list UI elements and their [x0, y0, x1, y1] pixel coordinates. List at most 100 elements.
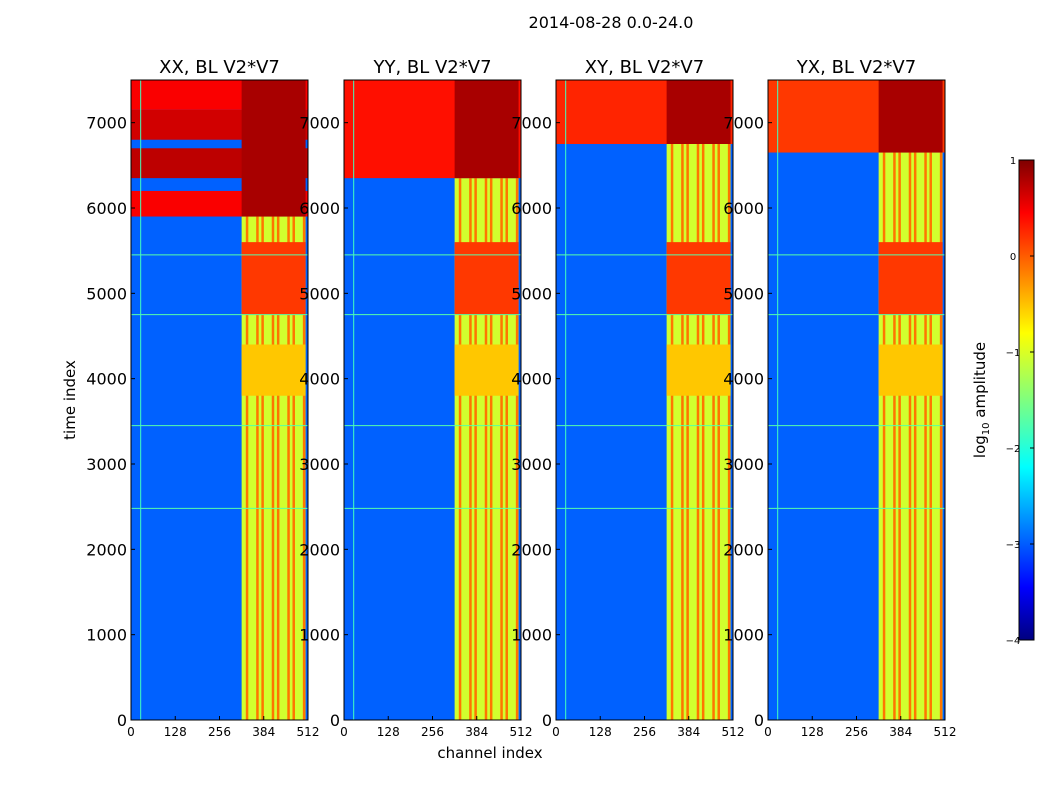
y-tick-label: 4000 — [723, 370, 764, 389]
heatmap-stripe — [515, 178, 519, 721]
panels: XX, BL V2*V7 0 128 256 384 512 0 1000 2000 3000 40… — [86, 57, 956, 739]
x-tick-label: 0 — [340, 725, 348, 739]
y-tick-label: 4000 — [511, 370, 552, 389]
y-tick-label: 2000 — [86, 540, 127, 559]
heatmap-warm-zone — [241, 344, 306, 396]
heatmap-stripe — [484, 178, 488, 721]
y-tick-label: 3000 — [86, 455, 127, 474]
heatmap-stripe — [500, 178, 503, 721]
heatmap-stripe — [458, 178, 462, 721]
heatmap-stripe — [287, 216, 290, 721]
panel-title: YY, BL V2*V7 — [372, 57, 491, 78]
colorbar-tick-label: −3 — [1006, 540, 1021, 551]
heatmap-stripe — [717, 144, 720, 720]
heatmap-stripe — [712, 144, 715, 720]
y-tick-label: 1000 — [299, 626, 340, 645]
colorbar-tick-label: 0 — [1010, 252, 1016, 263]
colorbar-label-base: log — [971, 435, 989, 458]
y-tick-label: 1000 — [511, 626, 552, 645]
heatmap-hot-zone — [241, 242, 306, 315]
y-tick-label: 7000 — [723, 114, 764, 133]
y-tick-label: 6000 — [511, 199, 552, 218]
x-tick-label: 512 — [934, 725, 957, 739]
heatmap-stripe — [893, 152, 896, 721]
heatmap-stripe — [469, 178, 472, 721]
panel-title: YX, BL V2*V7 — [796, 57, 916, 78]
heatmap-stripe — [245, 216, 249, 721]
x-tick-label: 384 — [252, 725, 275, 739]
panel-title: XX, BL V2*V7 — [159, 57, 280, 78]
y-tick-label: 3000 — [511, 455, 552, 474]
x-tick-label: 0 — [764, 725, 772, 739]
heatmap-stripe — [489, 178, 493, 721]
y-tick-label: 3000 — [723, 455, 764, 474]
y-tick-label: 5000 — [723, 284, 764, 303]
x-tick-label: 256 — [208, 725, 231, 739]
y-tick-label: 3000 — [299, 455, 340, 474]
colorbar-label-rest: amplitude — [971, 342, 989, 423]
heatmap-stripe — [882, 152, 886, 721]
y-tick-label: 7000 — [511, 114, 552, 133]
x-tick-label: 128 — [801, 725, 824, 739]
x-tick-label: 128 — [589, 725, 612, 739]
heatmap-warm-zone — [666, 344, 731, 396]
heatmap-stripe — [727, 144, 731, 720]
y-tick-label: 0 — [542, 711, 552, 730]
heatmap-stripe — [681, 144, 684, 720]
y-axis-label: time index — [61, 360, 79, 440]
colorbar-ticks: 1 0 −1 −2 −3 −4 — [1006, 156, 1034, 647]
y-tick-label: 2000 — [299, 540, 340, 559]
heatmap-hot-zone — [666, 242, 731, 315]
x-tick-label: 256 — [633, 725, 656, 739]
panel-1: XX, BL V2*V7 0 128 256 384 512 0 1000 2000 3000 40… — [86, 57, 319, 739]
colorbar-tick-label: −4 — [1006, 636, 1021, 647]
y-tick-label: 2000 — [511, 540, 552, 559]
heatmap-stripe — [261, 216, 264, 721]
panel-title: XY, BL V2*V7 — [585, 57, 704, 78]
heatmap-stripe — [302, 216, 306, 721]
y-tick-label: 4000 — [86, 370, 127, 389]
y-tick-label: 5000 — [299, 284, 340, 303]
x-tick-label: 0 — [127, 725, 135, 739]
colorbar-tick-label: 1 — [1010, 156, 1016, 167]
panel-2: YY, BL V2*V7 0 128 256 384 512 0 1000 2000 3000 40… — [299, 57, 532, 739]
y-tick-label: 1000 — [86, 626, 127, 645]
y-tick-label: 7000 — [86, 114, 127, 133]
heatmap-stripe — [670, 144, 674, 720]
heatmap-stripe — [908, 152, 912, 721]
figure-suptitle: 2014-08-28 0.0-24.0 — [529, 13, 694, 32]
heatmap-stripe — [696, 144, 700, 720]
heatmap-saturated — [878, 80, 943, 153]
x-tick-label: 512 — [722, 725, 745, 739]
heatmap-stripe — [474, 178, 477, 721]
heatmap-warm-zone — [878, 344, 943, 396]
panel-4: YX, BL V2*V7 0 128 256 384 512 0 1000 2000 3000 40… — [723, 57, 956, 739]
heatmap-stripe — [701, 144, 705, 720]
y-tick-label: 0 — [330, 711, 340, 730]
x-tick-label: 256 — [845, 725, 868, 739]
y-tick-label: 7000 — [299, 114, 340, 133]
x-tick-label: 384 — [889, 725, 912, 739]
heatmap-stripe — [898, 152, 901, 721]
colorbar-gradient — [1018, 159, 1035, 641]
y-tick-label: 5000 — [511, 284, 552, 303]
x-tick-label: 128 — [164, 725, 187, 739]
x-axis-label: channel index — [437, 744, 542, 762]
heatmap-saturated — [454, 80, 519, 179]
heatmap-saturated — [241, 80, 306, 217]
heatmap-stripe — [292, 216, 295, 721]
heatmap-warm-zone — [454, 344, 519, 396]
colorbar-tick-label: −1 — [1006, 348, 1021, 359]
y-tick-label: 6000 — [299, 199, 340, 218]
x-tick-label: 0 — [552, 725, 560, 739]
panel-3: XY, BL V2*V7 0 128 256 384 512 0 1000 2000 3000 40… — [511, 57, 744, 739]
heatmap-saturated — [666, 80, 731, 144]
colorbar-label: log10 amplitude — [971, 342, 992, 458]
x-tick-label: 512 — [510, 725, 533, 739]
heatmap-stripe — [256, 216, 259, 721]
y-tick-label: 0 — [754, 711, 764, 730]
y-tick-label: 2000 — [723, 540, 764, 559]
x-tick-label: 256 — [421, 725, 444, 739]
y-tick-label: 4000 — [299, 370, 340, 389]
